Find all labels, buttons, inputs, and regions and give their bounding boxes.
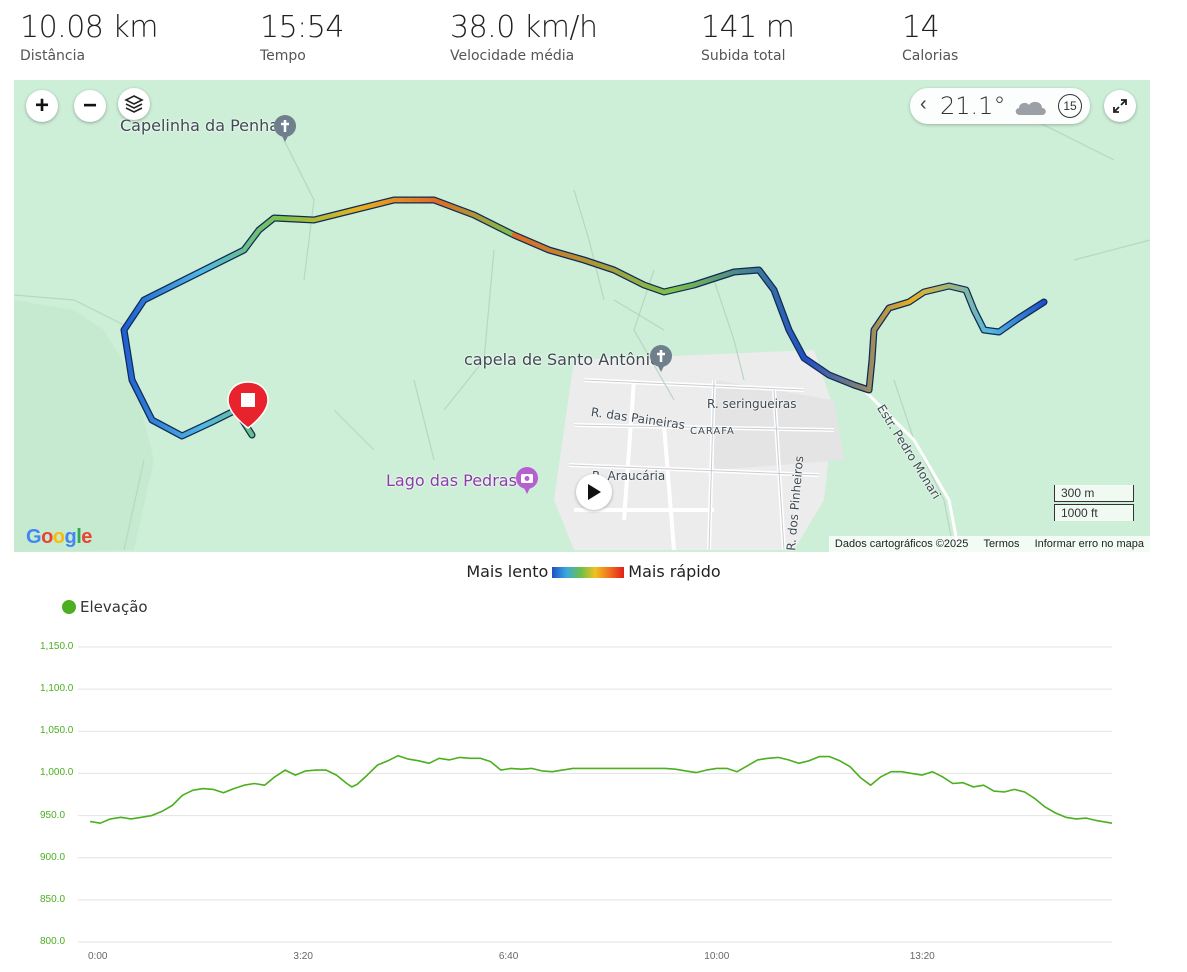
stat-time: 15:54 Tempo xyxy=(260,10,344,64)
weather-widget[interactable]: ‹ 21.1° 15 xyxy=(910,88,1090,124)
x-tick-label: 3:20 xyxy=(293,951,313,962)
y-tick-label: 900.0 xyxy=(40,851,66,863)
terms-link[interactable]: Termos xyxy=(983,538,1020,550)
x-tick-label: 0:00 xyxy=(88,951,108,962)
y-tick-label: 850.0 xyxy=(40,893,66,905)
chevron-left-icon[interactable]: ‹ xyxy=(920,93,927,115)
route-segment-2 xyxy=(511,232,1047,393)
fullscreen-button[interactable] xyxy=(1104,90,1136,122)
expand-icon xyxy=(1113,99,1127,113)
layers-icon-glyph xyxy=(124,95,144,113)
weather-temperature: 21.1° xyxy=(940,92,1006,120)
report-error-link[interactable]: Informar erro no mapa xyxy=(1034,538,1144,550)
stat-calories-value: 14 xyxy=(902,10,940,45)
layers-icon[interactable] xyxy=(118,88,150,120)
elevation-line xyxy=(89,754,1113,825)
church-icon[interactable] xyxy=(272,114,298,144)
zoom-in-button[interactable]: + xyxy=(26,90,58,122)
map-scale: 300 m 1000 ft xyxy=(1054,485,1136,523)
stat-avg-speed-label: Velocidade média xyxy=(450,48,575,64)
stat-total-ascent-value: 141 m xyxy=(701,10,795,45)
stat-distance-label: Distância xyxy=(20,48,86,64)
stat-time-label: Tempo xyxy=(260,48,306,64)
elevation-gridlines xyxy=(78,646,1112,943)
x-tick-label: 6:40 xyxy=(498,951,519,962)
speed-gradient-bar xyxy=(552,567,625,578)
elevation-legend-dot xyxy=(62,600,76,614)
play-route-button[interactable] xyxy=(576,474,612,510)
y-tick-label: 1,100.0 xyxy=(40,683,74,695)
zoom-out-button[interactable]: − xyxy=(74,90,106,122)
stat-avg-speed-value: 38.0 km/h xyxy=(450,10,598,45)
x-tick-label: 13:20 xyxy=(909,951,935,962)
route-map[interactable]: + − ‹ 21.1° 15 Capelinha da Penha capela… xyxy=(14,80,1150,552)
stat-total-ascent: 141 m Subida total xyxy=(701,10,795,64)
y-tick-label: 1,050.0 xyxy=(40,725,74,737)
stat-calories: 14 Calorias xyxy=(902,10,958,64)
poi-capelinha-label[interactable]: Capelinha da Penha xyxy=(120,116,280,135)
carafa-label: CARAFA xyxy=(690,426,735,437)
play-icon xyxy=(588,484,601,500)
stat-distance-value: 10.08 km xyxy=(20,10,159,45)
cloud-icon xyxy=(1015,101,1046,115)
scale-imperial: 1000 ft xyxy=(1054,504,1134,521)
stats-header: 10.08 km Distância 15:54 Tempo 38.0 km/h… xyxy=(0,0,1187,76)
speed-legend: Mais lento Mais rápido xyxy=(0,562,1187,581)
attribution-data: Dados cartográficos ©2025 xyxy=(834,538,969,550)
air-quality-badge: 15 xyxy=(1058,94,1082,118)
y-tick-label: 1,000.0 xyxy=(40,767,74,779)
map-base-layer xyxy=(14,80,1150,552)
street-araucaria-label: R. Araucária xyxy=(592,469,666,483)
speed-legend-slow: Mais lento xyxy=(466,562,549,581)
x-tick-label: 10:00 xyxy=(704,951,730,962)
poi-lago-label[interactable]: Lago das Pedras xyxy=(386,471,517,490)
stat-avg-speed: 38.0 km/h Velocidade média xyxy=(450,10,598,64)
elevation-legend[interactable]: Elevação xyxy=(62,598,148,616)
finish-marker-icon[interactable] xyxy=(227,381,269,429)
stat-total-ascent-label: Subida total xyxy=(701,48,786,64)
stat-calories-label: Calorias xyxy=(902,48,959,64)
y-tick-label: 1,150.0 xyxy=(40,641,74,652)
speed-legend-fast: Mais rápido xyxy=(628,562,721,581)
y-tick-label: 800.0 xyxy=(40,936,66,947)
camera-icon[interactable] xyxy=(514,466,540,496)
scale-metric: 300 m xyxy=(1054,485,1134,502)
map-attribution: Dados cartográficos ©2025 Termos Informa… xyxy=(828,536,1150,552)
street-seringueiras-label: R. seringueiras xyxy=(707,397,797,411)
route-segment-1 xyxy=(121,197,517,439)
church-icon-2[interactable] xyxy=(648,344,674,374)
google-logo: Google xyxy=(26,526,92,548)
stat-time-value: 15:54 xyxy=(260,10,344,45)
poi-capela-label[interactable]: capela de Santo Antônio xyxy=(464,350,660,369)
stat-distance: 10.08 km Distância xyxy=(20,10,159,64)
y-tick-label: 950.0 xyxy=(40,809,66,821)
elevation-legend-label: Elevação xyxy=(80,598,148,616)
